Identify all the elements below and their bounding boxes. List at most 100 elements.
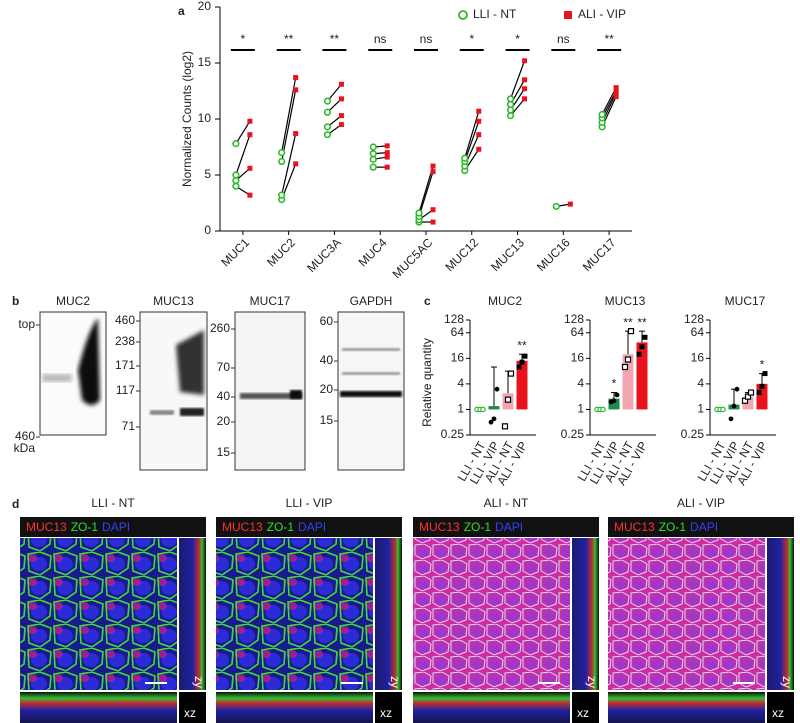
y-tick-label: 15 <box>198 55 212 69</box>
y-tick-label: 16 <box>451 351 465 365</box>
point <box>613 94 619 100</box>
marker-label: top <box>18 317 35 331</box>
point <box>507 370 515 377</box>
point <box>384 164 390 170</box>
y-tick-label: 4 <box>697 376 704 390</box>
pair-line <box>235 120 251 144</box>
significance-label: * <box>760 358 765 372</box>
significance-label: * <box>469 32 474 46</box>
point <box>430 169 436 175</box>
y-tick-label: 10 <box>198 111 212 125</box>
point <box>613 85 619 91</box>
bar <box>622 354 634 410</box>
point <box>759 383 765 389</box>
image-header <box>20 517 206 537</box>
significance-label: ns <box>420 32 433 46</box>
blot-title: MUC13 <box>153 294 194 308</box>
point <box>567 201 573 207</box>
image-corner <box>179 692 206 723</box>
y-tick-label: 20 <box>198 0 212 13</box>
point <box>756 390 762 396</box>
point <box>488 419 494 425</box>
x-tick-label: MUC1 <box>218 235 252 269</box>
point <box>522 353 528 359</box>
blot-title: GAPDH <box>350 294 393 308</box>
point <box>506 112 515 120</box>
panel-letter: b <box>12 294 19 308</box>
image-header <box>608 517 794 537</box>
point <box>293 131 299 137</box>
point <box>642 334 648 340</box>
point <box>384 150 390 156</box>
marker-label: 117 <box>116 383 135 397</box>
view-label: zy <box>388 676 402 688</box>
y-tick-label: 128 <box>684 312 704 326</box>
point <box>522 77 528 83</box>
view-label: xz <box>772 706 784 720</box>
panel-letter: c <box>424 294 431 308</box>
y-tick-label: 0.25 <box>681 427 705 441</box>
channel-name: DAPI <box>495 520 523 534</box>
x-tick-label: MUC3A <box>304 235 344 275</box>
channel-legend: MUC13 ZO-1 DAPI <box>419 520 523 534</box>
y-tick-label: 16 <box>691 351 705 365</box>
point <box>461 154 469 162</box>
y-tick-label: 64 <box>451 325 465 339</box>
pair-line <box>326 83 342 102</box>
point <box>278 149 286 157</box>
point <box>624 356 632 363</box>
y-tick-label: 0.25 <box>561 427 585 441</box>
marker-label: 40 <box>217 389 231 403</box>
pair-line <box>235 134 251 176</box>
pair-line <box>509 60 526 100</box>
point <box>278 157 286 166</box>
point <box>384 154 390 160</box>
point <box>614 392 620 398</box>
point <box>516 364 522 370</box>
point <box>506 95 515 103</box>
point <box>728 416 734 422</box>
marker-label: 71 <box>122 419 136 433</box>
marker-unit: kDa <box>14 441 36 455</box>
point <box>232 171 240 179</box>
marker-label: 60 <box>320 314 334 328</box>
x-tick-label: MUC2 <box>264 235 298 269</box>
image-zy <box>179 538 206 690</box>
point <box>747 389 755 396</box>
channel-name: DAPI <box>690 520 718 534</box>
marker-label: 260 <box>210 321 230 335</box>
point <box>293 87 299 93</box>
blot-title: MUC17 <box>250 294 291 308</box>
pair-line <box>510 98 526 117</box>
point <box>476 146 482 152</box>
point <box>415 209 423 217</box>
blot-title: MUC2 <box>56 294 90 308</box>
y-tick-label: 128 <box>564 312 584 326</box>
point <box>720 406 726 413</box>
y-tick-label: 0 <box>204 223 211 237</box>
view-label: xz <box>380 706 392 720</box>
channel-legend: MUC13 ZO-1 DAPI <box>26 520 130 534</box>
y-axis-label: Normalized Counts (log2) <box>180 51 194 187</box>
channel-name: MUC13 <box>419 520 460 534</box>
view-label: zy <box>192 676 206 688</box>
point <box>522 58 528 64</box>
y-tick-label: 5 <box>204 167 211 181</box>
view-label: zy <box>780 676 794 688</box>
blot-images <box>39 311 405 471</box>
marker-label: 460 <box>115 313 135 327</box>
image-corner <box>767 692 794 723</box>
point <box>338 81 344 87</box>
bar <box>636 342 648 410</box>
y-tick-label: 16 <box>571 351 585 365</box>
bar <box>608 398 620 410</box>
point <box>494 386 500 392</box>
point <box>491 416 497 422</box>
channel-name: ZO-1 <box>659 520 687 534</box>
point <box>506 106 515 114</box>
image-title: LLI - VIP <box>286 496 333 510</box>
point <box>323 131 332 139</box>
y-tick-label: 4 <box>577 376 584 390</box>
